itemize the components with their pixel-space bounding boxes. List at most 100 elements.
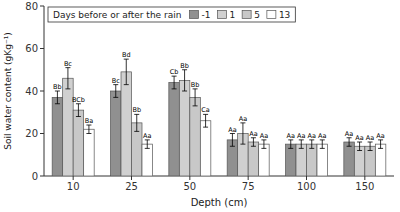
annotation: Bb: [132, 106, 141, 114]
error-line: [67, 68, 68, 89]
error-bar: [251, 138, 256, 147]
legend-swatch: [217, 11, 226, 19]
error-cap: [193, 105, 198, 106]
bar: [286, 144, 297, 176]
bar: [179, 80, 190, 176]
error-line: [57, 91, 58, 104]
x-tick-label: 150: [355, 181, 374, 192]
axes: 02040608010255075100150: [25, 1, 394, 193]
bar: [52, 97, 63, 176]
error-cap: [76, 116, 81, 117]
annotation: Bb: [180, 62, 189, 70]
x-tick-label: 25: [125, 181, 138, 192]
bar: [200, 121, 211, 176]
error-line: [301, 140, 302, 149]
error-line: [359, 142, 360, 151]
bar: [296, 144, 307, 176]
error-cap: [230, 146, 235, 147]
error-bar: [124, 59, 129, 85]
error-cap: [134, 131, 139, 132]
bar: [121, 72, 132, 176]
error-bar: [182, 70, 187, 91]
error-cap: [288, 148, 293, 149]
error-cap: [261, 148, 266, 149]
error-cap: [320, 148, 325, 149]
bar: [344, 142, 355, 176]
annotation: Aa: [260, 132, 268, 140]
error-line: [88, 125, 89, 134]
error-cap: [368, 150, 373, 151]
annotation: Bb: [191, 81, 200, 89]
error-line: [195, 89, 196, 106]
x-tick: [73, 176, 74, 180]
x-axis-label: Depth (cm): [191, 197, 248, 208]
error-cap: [203, 127, 208, 128]
bar: [63, 78, 74, 176]
error-bar: [347, 138, 352, 147]
x-tick-label: 75: [242, 181, 255, 192]
x-tick: [189, 176, 190, 180]
legend-swatch: [242, 11, 251, 19]
error-bar: [320, 140, 325, 149]
error-bar: [193, 89, 198, 106]
bar: [248, 142, 259, 176]
y-tick: [40, 6, 44, 7]
error-bar: [378, 140, 383, 149]
error-line: [290, 140, 291, 149]
annotation: Cb: [170, 68, 179, 76]
y-tick-label: 20: [25, 128, 38, 139]
error-cap: [113, 97, 118, 98]
error-line: [205, 114, 206, 127]
error-cap: [86, 133, 91, 134]
annotation: Aa: [249, 130, 257, 138]
error-line: [380, 140, 381, 149]
annotation: Aa: [143, 132, 151, 140]
error-line: [370, 142, 371, 151]
y-tick-label: 40: [25, 86, 38, 97]
annotation: Ca: [201, 106, 210, 114]
annotation: BCb: [72, 96, 85, 104]
x-tick: [131, 176, 132, 180]
error-line: [126, 59, 127, 85]
error-bar: [261, 140, 266, 149]
error-bar: [145, 140, 150, 149]
y-tick-label: 60: [25, 43, 38, 54]
y-tick: [40, 48, 44, 49]
error-line: [136, 114, 137, 131]
legend-swatch: [189, 11, 198, 19]
error-cap: [357, 150, 362, 151]
x-tick-label: 10: [67, 181, 80, 192]
annotation: Bb: [53, 83, 62, 91]
x-tick: [364, 176, 365, 180]
error-bar: [203, 114, 208, 127]
error-bar: [357, 142, 362, 151]
error-line: [174, 76, 175, 89]
y-axis-line: [44, 6, 45, 176]
error-line: [322, 140, 323, 149]
error-bar: [309, 140, 314, 149]
error-cap: [240, 144, 245, 145]
annotation: Aa: [287, 132, 295, 140]
bar: [365, 146, 376, 176]
error-line: [349, 138, 350, 147]
error-cap: [65, 88, 70, 89]
error-line: [184, 70, 185, 91]
annotation: Aa: [239, 115, 247, 123]
error-cap: [378, 148, 383, 149]
error-bar: [368, 142, 373, 151]
error-line: [242, 123, 243, 144]
bars: [52, 72, 386, 176]
bar: [317, 144, 328, 176]
bar: [307, 144, 318, 176]
error-cap: [172, 88, 177, 89]
error-bar: [134, 114, 139, 131]
error-cap: [299, 148, 304, 149]
bar: [111, 91, 122, 176]
legend-frame: [48, 7, 295, 22]
error-bar: [230, 134, 235, 147]
error-line: [147, 140, 148, 149]
error-cap: [182, 91, 187, 92]
y-tick: [40, 176, 44, 177]
error-bar: [288, 140, 293, 149]
x-tick-label: 100: [297, 181, 316, 192]
